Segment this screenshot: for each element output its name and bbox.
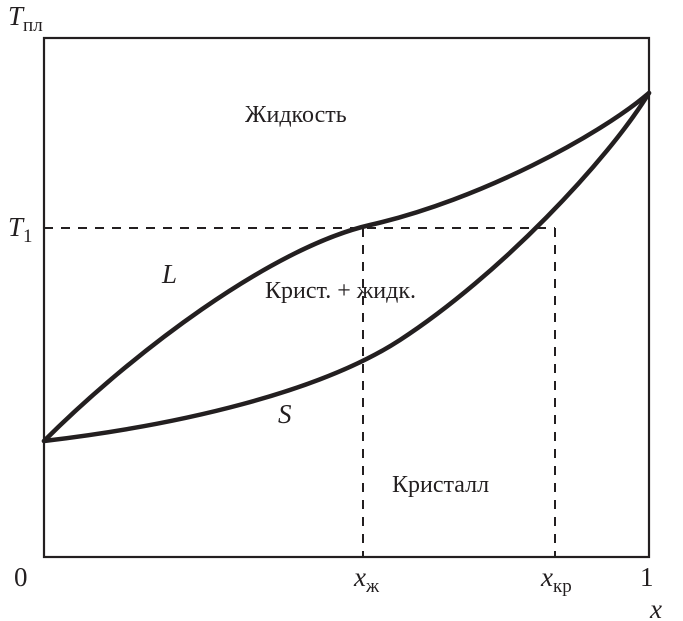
- origin-label: 0: [14, 562, 28, 592]
- y-axis-label: Tпл: [8, 1, 43, 36]
- x-tick-kr: xкр: [540, 562, 572, 597]
- y-tick-T1: T1: [8, 212, 33, 247]
- region-label-crystal: Кристалл: [392, 472, 489, 498]
- liquidus-curve: [44, 93, 649, 441]
- x-axis-label: x: [649, 594, 662, 621]
- region-label-liquid: Жидкость: [245, 102, 347, 128]
- curve-label-L: L: [161, 259, 177, 289]
- region-label-mixed: Крист. + жидк.: [265, 278, 416, 304]
- curve-label-S: S: [278, 399, 292, 429]
- x-tick-one: 1: [640, 562, 654, 592]
- x-tick-zh: xж: [353, 562, 380, 597]
- solidus-curve: [44, 93, 649, 441]
- phase-diagram-svg: Жидкость Крист. + жидк. Кристалл L S Tпл…: [0, 0, 683, 621]
- phase-diagram-container: Жидкость Крист. + жидк. Кристалл L S Tпл…: [0, 0, 683, 621]
